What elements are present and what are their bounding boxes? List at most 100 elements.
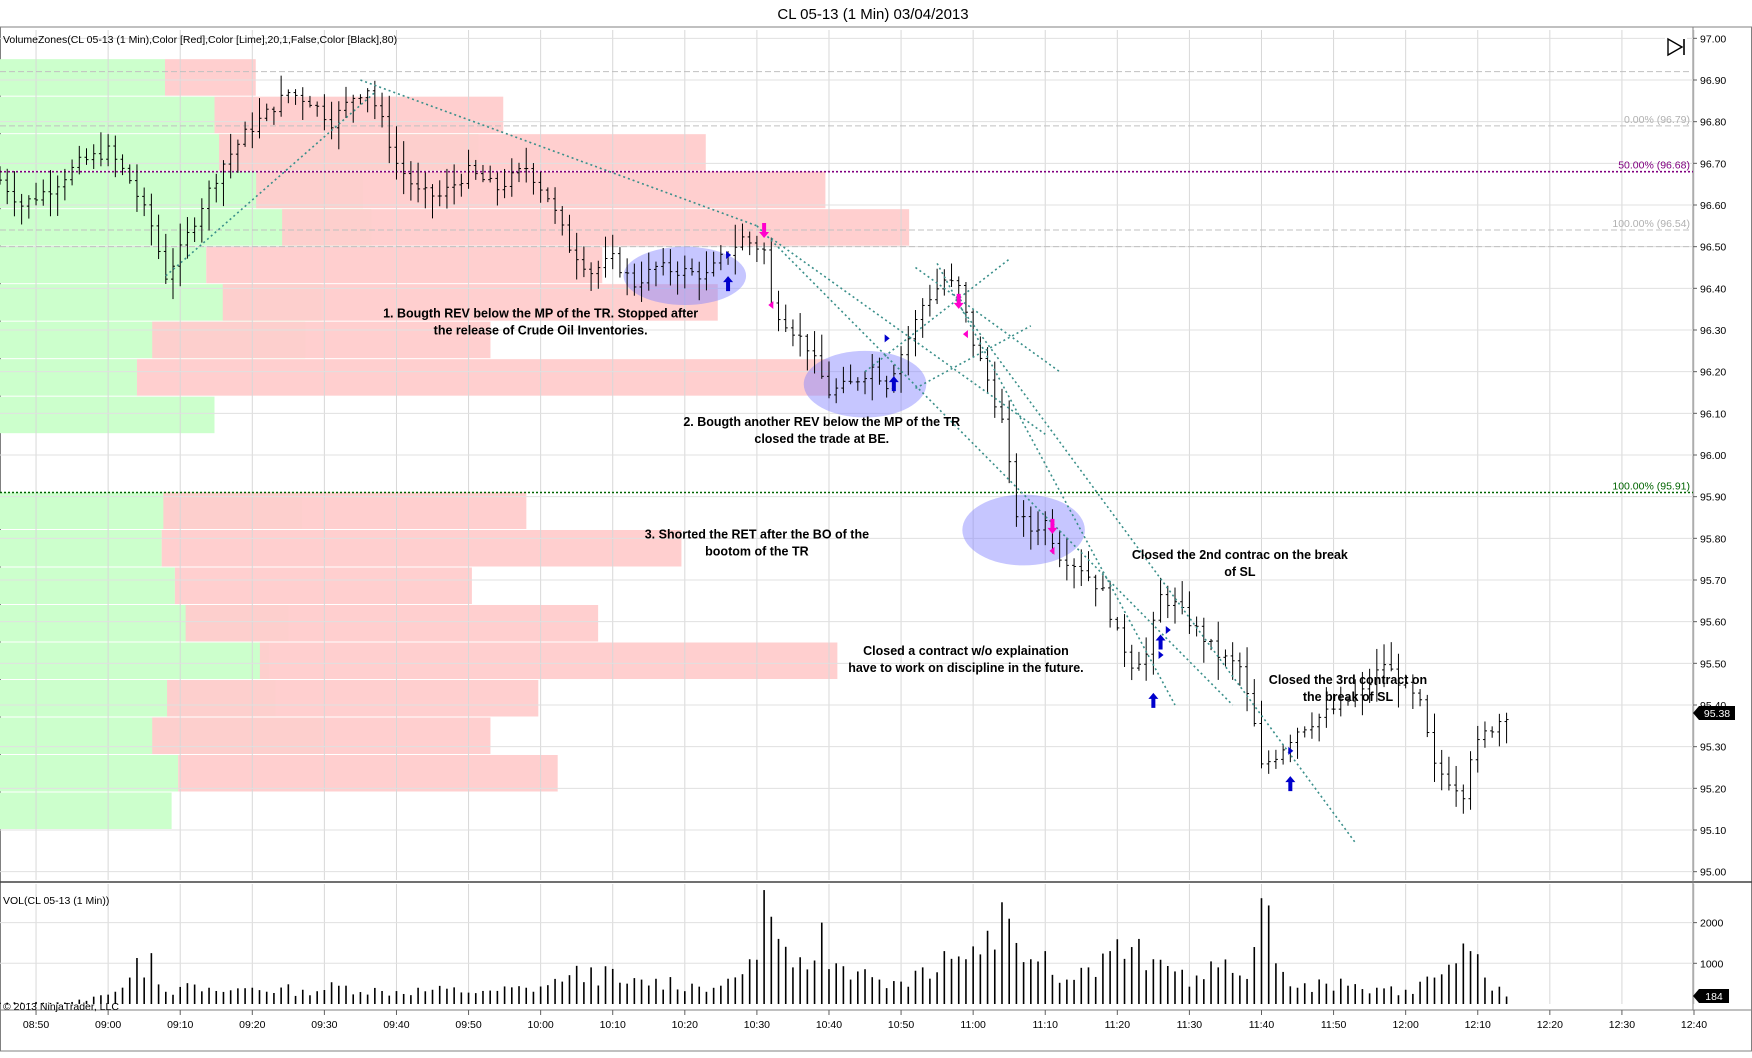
- time-tick-label: 11:40: [1249, 1019, 1275, 1031]
- price-tick-label: 96.60: [1700, 200, 1726, 212]
- buy-zone: [0, 96, 215, 134]
- annotation-text: the break of SL: [1303, 690, 1394, 704]
- time-tick-label: 12:00: [1393, 1019, 1419, 1031]
- sell-arrow-icon: [1047, 518, 1058, 534]
- time-tick-label: 11:30: [1177, 1019, 1203, 1031]
- buy-arrow-icon: [1285, 776, 1296, 792]
- time-tick-label: 10:00: [527, 1019, 553, 1031]
- time-tick-label: 10:30: [744, 1019, 770, 1031]
- entry-triangle-icon: [1165, 626, 1171, 634]
- time-tick-label: 12:20: [1537, 1019, 1563, 1031]
- price-tick-label: 96.40: [1700, 283, 1726, 295]
- price-tick-label: 95.00: [1700, 867, 1726, 879]
- exit-triangle-icon: [768, 301, 774, 309]
- sell-zone: [163, 492, 527, 529]
- buy-zone: [0, 59, 165, 96]
- trendline: [770, 237, 1046, 435]
- time-tick-label: 12:30: [1609, 1019, 1635, 1031]
- buy-zone: [0, 530, 162, 567]
- buy-zone: [0, 755, 179, 792]
- price-tick-label: 96.90: [1700, 75, 1726, 87]
- time-tick-label: 10:10: [600, 1019, 626, 1031]
- price-tick-label: 95.90: [1700, 492, 1726, 504]
- price-bars: [0, 75, 1509, 814]
- sell-zone: [165, 59, 256, 96]
- price-tick-label: 95.30: [1700, 742, 1726, 754]
- price-tick-label: 96.70: [1700, 158, 1726, 170]
- time-tick-label: 11:50: [1321, 1019, 1347, 1031]
- annotation-text: Closed the 3rd contract on: [1269, 673, 1427, 687]
- axes: 97.00 96.90 96.80 96.70 96.60 96.50 96.40 96.30…: [23, 33, 1727, 1031]
- exit-triangle-icon: [1049, 546, 1055, 555]
- trendline: [958, 304, 1356, 843]
- annotation-text: the release of Crude Oil Inventories.: [434, 324, 648, 338]
- annotation-text: 1. Bougth REV below the MP of the TR. St…: [383, 307, 698, 321]
- skip-end-icon[interactable]: [1665, 36, 1687, 58]
- sell-zone: [152, 321, 491, 359]
- sell-zone: [161, 530, 682, 567]
- time-tick-label: 09:20: [239, 1019, 265, 1031]
- price-tick-label: 96.00: [1700, 450, 1726, 462]
- volume-tick-label: 2000: [1700, 918, 1724, 930]
- time-tick-label: 11:10: [1032, 1019, 1058, 1031]
- sell-zone: [206, 246, 603, 284]
- trendline: [165, 91, 376, 277]
- sell-zone: [152, 717, 491, 754]
- annotation-text: 2. Bougth another REV below the MP of th…: [683, 415, 960, 429]
- annotation-text: Closed a contract w/o explaination: [863, 644, 1069, 658]
- price-tick-label: 95.60: [1700, 617, 1726, 629]
- buy-zone: [0, 567, 175, 604]
- time-tick-label: 10:50: [888, 1019, 914, 1031]
- trendline: [360, 79, 758, 227]
- price-tick-label: 96.20: [1700, 367, 1726, 379]
- price-tick-label: 96.30: [1700, 325, 1726, 337]
- annotation-text: Closed the 2nd contrac on the break: [1132, 548, 1348, 562]
- price-tick-label: 96.10: [1700, 408, 1726, 420]
- time-tick-label: 12:10: [1465, 1019, 1491, 1031]
- svg-text:95.38: 95.38: [1704, 708, 1730, 720]
- sell-zone: [282, 209, 910, 246]
- annotation-text: have to work on discipline in the future…: [848, 661, 1083, 675]
- fib-level-label: 100.00% (96.54): [1612, 218, 1690, 230]
- entry-triangle-icon: [726, 251, 732, 259]
- annotation-text: closed the trade at BE.: [754, 432, 889, 446]
- sell-zone: [259, 642, 838, 679]
- volume-tick-label: 1000: [1700, 958, 1724, 970]
- time-tick-label: 09:30: [311, 1019, 337, 1031]
- sell-arrow-icon: [953, 293, 964, 309]
- entry-triangle-icon: [884, 334, 890, 343]
- trendline: [915, 325, 1032, 390]
- price-tick-label: 96.80: [1700, 117, 1726, 129]
- fib-level-label: 0.00% (96.79): [1624, 114, 1690, 126]
- price-tick-label: 96.50: [1700, 242, 1726, 254]
- sell-zone: [185, 605, 599, 642]
- annotation-text: 3. Shorted the RET after the BO of the: [645, 527, 869, 541]
- chart-title: CL 05-13 (1 Min) 03/04/2013: [777, 6, 968, 23]
- copyright-text: © 2013 NinjaTrader, LLC: [3, 1001, 119, 1013]
- fib-level-label: 100.00% (95.91): [1612, 481, 1690, 493]
- price-tick-label: 95.20: [1700, 783, 1726, 795]
- volume-panel-label: VOL(CL 05-13 (1 Min)): [3, 895, 109, 907]
- time-tick-label: 09:10: [167, 1019, 193, 1031]
- time-tick-label: 08:50: [23, 1019, 49, 1031]
- buy-zone: [0, 359, 137, 396]
- annotations: 1. Bougth REV below the MP of the TR. St…: [383, 307, 1427, 705]
- price-tick-label: 95.50: [1700, 658, 1726, 670]
- volume-bars: [0, 890, 1508, 1004]
- time-tick-label: 11:00: [960, 1019, 986, 1031]
- sell-arrow-icon: [759, 223, 770, 238]
- buy-arrow-icon: [723, 276, 734, 292]
- sell-zone: [167, 680, 539, 717]
- sell-zone: [219, 134, 706, 171]
- last-price-badge: 95.38: [1693, 706, 1735, 720]
- annotation-text: bootom of the TR: [705, 544, 808, 558]
- buy-arrow-icon: [1155, 634, 1166, 650]
- trade-highlights: [623, 246, 1085, 566]
- trade-markers: [723, 223, 1296, 792]
- fib-levels: 0.00% (96.79) 50.00% (96.68) 100.00% (96.5…: [0, 71, 1693, 494]
- price-panel-label: VolumeZones(CL 05-13 (1 Min),Color [Red]…: [3, 34, 397, 46]
- trendline: [864, 258, 1010, 373]
- entry-triangle-icon: [1158, 651, 1164, 659]
- sell-zone: [174, 567, 472, 604]
